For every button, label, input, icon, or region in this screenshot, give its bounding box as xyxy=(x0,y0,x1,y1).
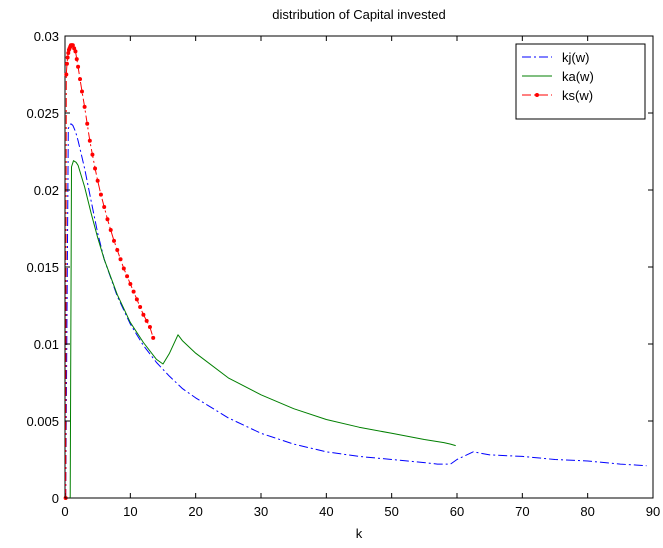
series-point-ks(w) xyxy=(128,281,133,286)
y-tick-label: 0.03 xyxy=(34,29,59,44)
series-point-ks(w) xyxy=(102,204,107,209)
series-point-ks(w) xyxy=(108,228,113,233)
x-tick-label: 70 xyxy=(515,504,529,519)
x-tick-label: 0 xyxy=(61,504,68,519)
series-point-ks(w) xyxy=(78,77,83,82)
series-layer xyxy=(63,43,647,500)
series-point-ks(w) xyxy=(138,305,143,310)
series-point-ks(w) xyxy=(112,238,116,243)
series-point-ks(w) xyxy=(64,61,69,66)
y-tick-label: 0 xyxy=(52,491,59,506)
legend-box xyxy=(515,43,646,120)
x-tick-label: 60 xyxy=(450,504,464,519)
series-point-ks(w) xyxy=(64,72,69,77)
series-point-ks(w) xyxy=(131,289,136,294)
series-point-ks(w) xyxy=(65,55,70,60)
series-point-ks(w) xyxy=(93,166,98,171)
series-point-ks(w) xyxy=(72,46,77,51)
y-tick-label: 0.02 xyxy=(34,183,59,198)
series-point-ks(w) xyxy=(147,325,152,330)
series-point-ks(w) xyxy=(141,312,146,317)
series-point-ks(w) xyxy=(85,121,90,126)
legend-label: ka(w) xyxy=(562,69,594,84)
legend-swatch-marker xyxy=(535,93,539,97)
series-point-ks(w) xyxy=(144,318,149,323)
series-point-ks(w) xyxy=(79,89,84,94)
series-point-ks(w) xyxy=(105,217,110,222)
series-point-ks(w) xyxy=(74,57,79,62)
series-point-ks(w) xyxy=(121,266,126,271)
series-point-ks(w) xyxy=(98,192,103,197)
legend: kj(w) ka(w) ks(w) xyxy=(515,43,646,120)
legend-label: ks(w) xyxy=(562,88,593,103)
series-point-ks(w) xyxy=(134,297,139,302)
series-point-ks(w) xyxy=(76,64,81,69)
axes-layer: 0 10 20 30 40 50 60 70 80 90 0 0.005 0.01 0.015 0.02 0.… xyxy=(26,29,660,519)
series-point-ks(w) xyxy=(125,274,130,279)
x-tick-label: 80 xyxy=(580,504,594,519)
y-tick-label: 0.015 xyxy=(26,260,59,275)
y-tick-label: 0.025 xyxy=(26,106,59,121)
y-tick-label: 0.01 xyxy=(34,337,59,352)
x-tick-label: 90 xyxy=(646,504,660,519)
series-point-ks(w) xyxy=(82,104,87,109)
x-tick-label: 10 xyxy=(123,504,137,519)
x-tick-label: 30 xyxy=(254,504,268,519)
series-point-ks(w) xyxy=(95,178,100,183)
series-point-ks(w) xyxy=(90,152,95,157)
series-line-ka(w) xyxy=(69,160,456,499)
chart-title: distribution of Capital invested xyxy=(272,7,445,22)
x-tick-label: 40 xyxy=(319,504,333,519)
x-tick-label: 20 xyxy=(188,504,202,519)
series-point-ks(w) xyxy=(70,43,75,48)
series-line-kj(w) xyxy=(65,123,647,499)
series-point-ks(w) xyxy=(87,138,92,143)
y-tick-label: 0.005 xyxy=(26,414,59,429)
series-point-ks(w) xyxy=(118,257,123,262)
x-axis-label: k xyxy=(356,526,363,541)
series-point-ks(w) xyxy=(115,248,120,253)
legend-label: kj(w) xyxy=(562,50,589,65)
series-point-ks(w) xyxy=(66,50,71,55)
series-point-ks(w) xyxy=(151,335,156,340)
series-point-ks(w) xyxy=(73,49,78,54)
x-tick-label: 50 xyxy=(384,504,398,519)
